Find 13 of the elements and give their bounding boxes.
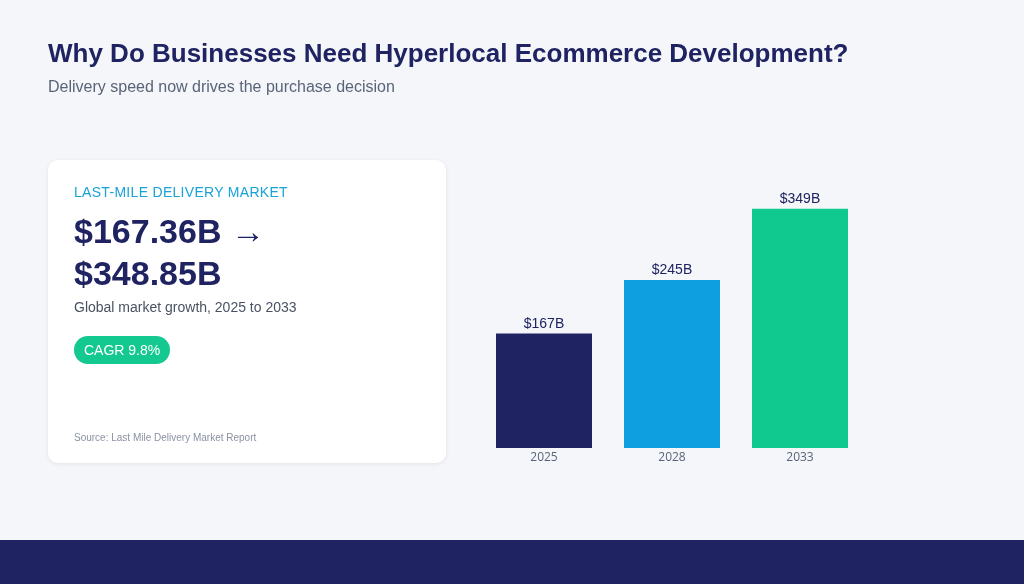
data-label: $349B: [779, 189, 821, 206]
text: CAGR 9.8%: [74, 336, 171, 364]
x-tick-label: 2025: [530, 448, 558, 465]
x-tick-label: 2033: [786, 448, 814, 465]
x-tick-label: 2028: [658, 448, 686, 465]
text: LAST-MILE DELIVERY MARKET: [74, 184, 288, 200]
text: Why Do Businesses Need Hyperlocal Ecommerce Development?: [48, 38, 849, 69]
data-label: $167B: [523, 314, 565, 331]
data-label: $245B: [651, 261, 693, 278]
text: $167.36B → $348.85B: [74, 211, 266, 294]
text: Global market growth, 2025 to 2033: [74, 299, 297, 315]
text: Delivery speed now drives the purchase decision: [48, 78, 395, 96]
source-note: Source: Last Mile Delivery Market Report: [74, 432, 257, 443]
